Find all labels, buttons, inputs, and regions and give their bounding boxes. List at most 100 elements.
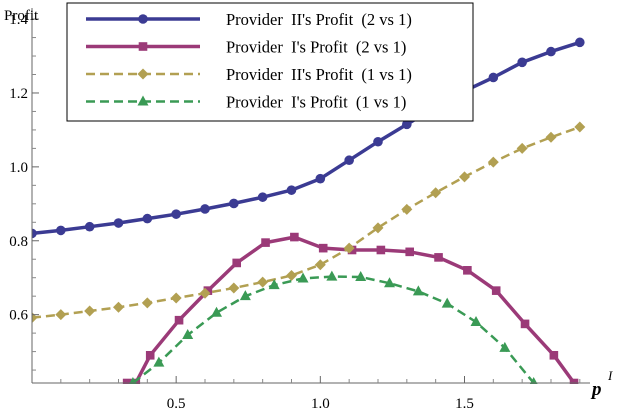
data-point — [84, 221, 95, 232]
y-tick-label: 1.2 — [9, 86, 28, 102]
data-point — [355, 270, 367, 281]
data-point — [491, 286, 501, 295]
data-point — [257, 192, 268, 202]
data-point — [32, 228, 37, 239]
data-point — [153, 356, 165, 367]
data-point — [285, 269, 297, 281]
data-point — [84, 305, 96, 317]
y-tick-label: 1.0 — [9, 160, 28, 176]
x-axis-title: p I — [590, 368, 613, 400]
data-point — [145, 350, 155, 360]
plot-area — [32, 37, 586, 384]
data-point — [182, 328, 194, 339]
data-point — [113, 218, 124, 228]
data-point — [297, 272, 309, 283]
data-point — [499, 341, 511, 352]
data-point — [228, 282, 240, 294]
x-tick-label: 0.5 — [167, 396, 186, 412]
data-point — [434, 253, 443, 262]
data-point — [463, 266, 472, 275]
legend-entry: Provider II's Profit (1 vs 1) — [86, 65, 412, 84]
data-point — [549, 350, 559, 360]
data-point — [141, 297, 153, 309]
data-point — [232, 258, 242, 268]
data-point — [199, 287, 211, 299]
data-point — [142, 213, 153, 224]
legend-entry: Provider I's Profit (1 vs 1) — [86, 93, 406, 112]
data-point — [174, 315, 184, 325]
legend-swatch-marker — [137, 68, 149, 80]
data-point — [122, 378, 132, 384]
x-axis-title-superscript: I — [607, 368, 613, 383]
data-point — [268, 279, 280, 290]
data-point — [545, 131, 557, 143]
data-point — [569, 378, 579, 384]
data-point — [211, 306, 223, 317]
series-line — [32, 40, 581, 236]
data-point — [318, 243, 328, 253]
series-provider-i-s-profit-1-vs-1 — [129, 270, 538, 384]
data-point — [458, 171, 470, 183]
legend-entry: Provider II's Profit (2 vs 1) — [86, 10, 412, 29]
data-point — [229, 198, 239, 209]
data-point — [55, 309, 67, 321]
legend-swatch-marker — [137, 95, 149, 106]
legend-label: Provider I's Profit (2 vs 1) — [226, 38, 406, 57]
data-point — [314, 259, 326, 271]
legend-swatch-marker — [138, 14, 148, 24]
y-tick-label: 0.6 — [9, 308, 28, 324]
data-point — [200, 204, 210, 214]
y-axis-title: Profit — [4, 8, 39, 24]
data-point — [470, 316, 482, 327]
legend-label: Provider II's Profit (1 vs 1) — [226, 65, 412, 84]
series-line — [32, 125, 581, 319]
legend-label: Provider I's Profit (1 vs 1) — [226, 93, 406, 112]
data-point — [56, 225, 66, 236]
data-point — [516, 142, 528, 154]
legend: Provider II's Profit (2 vs 1) Provider I'… — [66, 2, 474, 122]
data-point — [257, 276, 269, 288]
series-provider-i-s-profit-2-vs-1 — [122, 232, 579, 384]
data-point — [546, 46, 556, 57]
data-point — [129, 377, 137, 384]
data-point — [290, 232, 299, 242]
data-point — [261, 238, 270, 247]
data-point — [315, 173, 326, 184]
data-point — [517, 57, 527, 68]
data-point — [343, 242, 355, 254]
legend-swatch-marker — [138, 42, 148, 51]
data-point — [112, 301, 124, 313]
y-tick-label: 1.4 — [9, 12, 28, 28]
data-point — [488, 72, 499, 83]
legend-label: Provider II's Profit (2 vs 1) — [226, 10, 412, 29]
data-point — [402, 119, 412, 130]
data-point — [239, 290, 251, 301]
data-point — [520, 319, 530, 329]
data-point — [487, 156, 499, 168]
data-point — [326, 270, 338, 281]
series-line — [127, 235, 576, 384]
data-point — [171, 209, 181, 219]
data-point — [372, 222, 384, 234]
data-point — [430, 187, 442, 199]
series-line — [132, 275, 535, 384]
data-point — [170, 292, 182, 304]
x-tick-label: 1.0 — [311, 396, 330, 412]
data-point — [373, 136, 383, 147]
legend-entry: Provider I's Profit (2 vs 1) — [86, 38, 406, 57]
x-axis-title-main: p — [590, 379, 602, 400]
data-point — [384, 277, 396, 288]
y-tick-label: 0.8 — [9, 234, 28, 250]
x-tick-label: 1.5 — [455, 396, 474, 412]
data-point — [529, 377, 538, 384]
data-point — [405, 247, 415, 257]
data-point — [575, 37, 585, 48]
data-point — [441, 297, 453, 308]
data-point — [401, 203, 413, 215]
data-point — [412, 285, 424, 296]
ticks: 0.5 1.0 1.5 0.6 0.8 1.0 1.2 1.4 — [9, 12, 581, 412]
series-layer — [32, 37, 586, 384]
data-point — [286, 185, 297, 195]
series-provider-ii-s-profit-1-vs-1 — [32, 121, 586, 324]
